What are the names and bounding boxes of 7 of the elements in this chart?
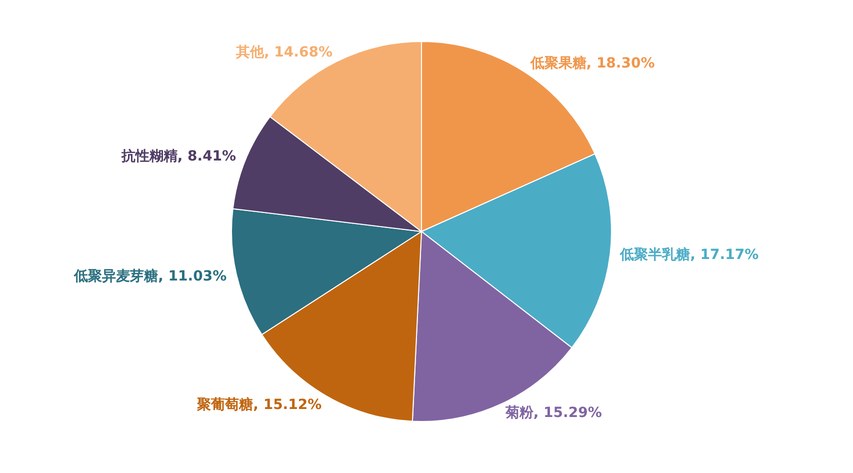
- slice-label: 其他, 14.68%: [234, 44, 332, 60]
- slice-label: 聚葡萄糖, 15.12%: [196, 396, 322, 413]
- slice-label: 低聚半乳糖, 17.17%: [619, 246, 759, 264]
- slice-label: 菊粉, 15.29%: [504, 405, 602, 422]
- slice-label: 低聚异麦芽糖, 11.03%: [73, 267, 227, 284]
- slice-label: 抗性糊精, 8.41%: [120, 148, 236, 165]
- slice-label: 低聚果糖, 18.30%: [529, 54, 655, 72]
